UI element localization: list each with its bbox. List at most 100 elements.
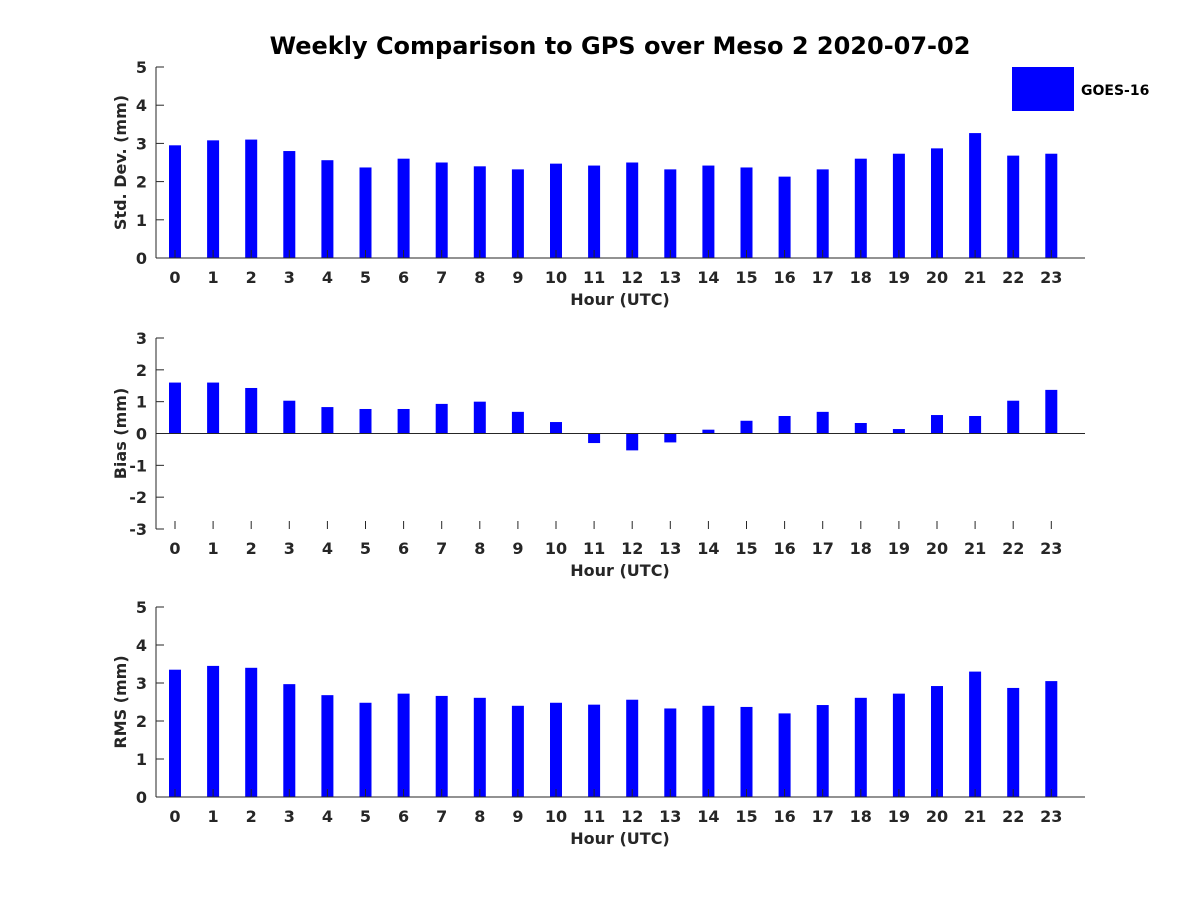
bar [169,669,181,797]
y-tick-label: 0 [136,788,147,807]
y-tick-label: 3 [136,329,147,348]
bar [511,169,524,258]
bar [1045,153,1058,258]
x-tick-label: 9 [512,539,523,558]
x-axis-label: Hour (UTC) [570,561,670,580]
bar [778,176,791,258]
legend-swatch [1012,67,1074,111]
bar [245,139,258,258]
bar [245,387,258,434]
bar [359,702,372,797]
bar [892,153,905,258]
bar [435,695,448,797]
bar [626,433,639,451]
x-tick-label: 3 [284,539,295,558]
x-tick-label: 12 [621,268,643,287]
bar [1045,389,1058,434]
x-tick-label: 4 [322,807,333,826]
bar [473,697,486,797]
x-tick-label: 17 [812,807,834,826]
y-tick-label: 2 [136,173,147,192]
x-tick-label: 18 [850,807,872,826]
x-tick-label: 21 [964,539,986,558]
legend-label: GOES-16 [1081,83,1149,99]
bar [169,382,181,434]
x-tick-label: 0 [169,807,180,826]
bar [740,420,753,434]
bar [169,145,181,258]
bar [511,411,524,434]
bar [664,708,677,797]
x-tick-label: 16 [773,268,795,287]
x-axis-label: Hour (UTC) [570,829,670,848]
x-tick-label: 15 [735,807,757,826]
bar [1007,687,1020,797]
bar [588,165,601,258]
x-tick-label: 5 [360,268,371,287]
x-tick-label: 13 [659,268,681,287]
bar [473,401,486,434]
x-tick-label: 7 [436,539,447,558]
x-tick-label: 4 [322,268,333,287]
x-axis-label: Hour (UTC) [570,290,670,309]
bar [321,695,334,797]
x-tick-label: 12 [621,807,643,826]
x-tick-label: 9 [512,268,523,287]
y-tick-label: 0 [136,425,147,444]
bar [816,705,829,797]
bar [207,665,220,797]
bar [740,706,753,797]
bar [550,163,562,258]
x-tick-label: 21 [964,268,986,287]
y-tick-label: 2 [136,712,147,731]
y-tick-label: 1 [136,393,147,412]
bar [1007,155,1020,258]
bar [702,705,715,797]
bar [969,133,982,258]
x-tick-label: 16 [773,807,795,826]
x-tick-label: 6 [398,539,409,558]
x-tick-label: 15 [735,268,757,287]
x-tick-label: 9 [512,807,523,826]
bar [1045,681,1058,797]
bar [626,699,639,797]
x-tick-label: 20 [926,807,948,826]
x-tick-label: 17 [812,268,834,287]
bar [435,403,448,434]
bar [359,167,372,258]
bar [511,705,524,797]
x-tick-label: 2 [246,268,257,287]
x-tick-label: 16 [773,539,795,558]
bar [283,400,296,434]
y-tick-label: -2 [129,488,147,507]
x-tick-label: 2 [246,539,257,558]
bar [778,713,791,797]
x-tick-label: 2 [246,807,257,826]
bar [892,429,905,434]
chart-title: Weekly Comparison to GPS over Meso 2 202… [270,32,971,60]
x-tick-label: 13 [659,807,681,826]
bar [931,415,943,434]
bar [397,408,410,434]
x-tick-label: 18 [850,539,872,558]
bar [588,433,601,444]
bar [435,162,448,258]
x-tick-label: 20 [926,268,948,287]
bar [854,697,867,797]
x-tick-label: 19 [888,268,910,287]
x-tick-label: 11 [583,268,605,287]
bar [892,693,905,797]
x-tick-label: 5 [360,539,371,558]
x-tick-label: 8 [474,268,485,287]
bar [283,684,296,797]
x-tick-label: 0 [169,268,180,287]
x-tick-label: 1 [208,539,219,558]
y-tick-label: 3 [136,674,147,693]
bar [283,151,296,258]
x-tick-label: 7 [436,807,447,826]
x-tick-label: 17 [812,539,834,558]
bar [321,160,334,258]
bar [931,686,943,797]
